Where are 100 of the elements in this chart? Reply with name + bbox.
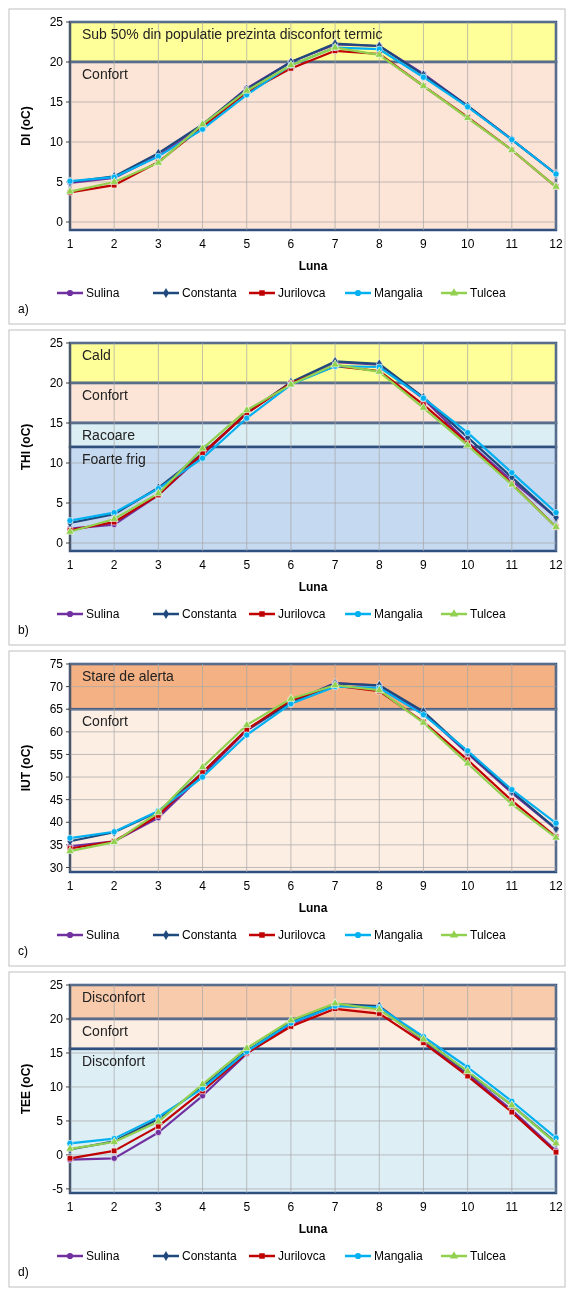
x-tick-label: 8 — [375, 237, 383, 251]
y-tick-label: 10 — [49, 1080, 64, 1095]
x-tick-label: 11 — [505, 879, 519, 893]
y-tick-label: -5 — [52, 1182, 64, 1197]
y-axis-title: IUT (oC) — [19, 744, 33, 792]
y-tick-label: 20 — [49, 376, 64, 391]
band-label: Disconfort — [82, 1052, 146, 1069]
legend-label: Jurilovca — [278, 928, 326, 943]
x-tick-label: 3 — [155, 1200, 163, 1214]
x-tick-label: 7 — [331, 558, 339, 572]
y-tick-label: 50 — [49, 770, 64, 785]
x-tick-label: 1 — [66, 879, 74, 893]
x-tick-label: 2 — [110, 879, 118, 893]
x-tick-label: 4 — [199, 558, 207, 572]
legend-label: Constanta — [182, 928, 238, 943]
x-tick-label: 2 — [110, 1200, 118, 1214]
x-tick-label: 6 — [287, 1200, 295, 1214]
legend-label: Sulina — [86, 607, 120, 622]
y-tick-label: 10 — [49, 456, 64, 471]
x-tick-label: 10 — [460, 1200, 475, 1214]
text: b) — [18, 623, 29, 637]
x-tick-label: 8 — [375, 558, 383, 572]
y-tick-label: 35 — [49, 838, 64, 853]
y-tick-label: 5 — [56, 1114, 64, 1129]
y-tick-label: 60 — [49, 725, 64, 740]
x-tick-label: 1 — [66, 558, 74, 572]
y-tick-label: 25 — [49, 978, 64, 993]
x-tick-label: 4 — [199, 879, 207, 893]
text: a) — [18, 302, 29, 316]
legend-label: Sulina — [86, 1249, 120, 1264]
x-tick-label: 6 — [287, 879, 295, 893]
y-tick-label: 10 — [49, 135, 64, 150]
band-label: Confort — [82, 387, 129, 403]
y-tick-label: 20 — [49, 55, 64, 70]
y-tick-label: 0 — [56, 215, 64, 230]
y-axis-title: THI (oC) — [19, 423, 33, 471]
legend-label: Mangalia — [374, 1249, 424, 1264]
y-tick-label: 15 — [49, 416, 64, 431]
y-tick-label: 15 — [49, 1046, 64, 1061]
legend-label: Jurilovca — [278, 607, 326, 622]
x-tick-label: 12 — [549, 237, 563, 251]
legend-label: Jurilovca — [278, 286, 326, 301]
x-tick-label: 4 — [199, 1200, 207, 1214]
x-tick-label: 5 — [243, 558, 251, 572]
y-tick-label: 65 — [49, 702, 64, 717]
y-tick-label: 45 — [49, 792, 64, 807]
y-tick-label: 15 — [49, 95, 64, 110]
legend-label: Sulina — [86, 286, 120, 301]
x-tick-label: 2 — [110, 237, 118, 251]
x-tick-label: 11 — [505, 1200, 519, 1214]
y-tick-label: 0 — [56, 536, 64, 551]
band-label: Sub 50% din populatie prezinta disconfort termic — [82, 26, 383, 42]
x-tick-label: 9 — [420, 879, 428, 893]
legend-label: Tulcea — [470, 286, 506, 301]
band-label: Racoare — [82, 427, 136, 443]
x-tick-label: 7 — [331, 1200, 339, 1214]
y-tick-label: 0 — [56, 1148, 64, 1163]
x-tick-label: 9 — [420, 237, 428, 251]
legend-label: Tulcea — [470, 607, 506, 622]
band-label: Cald — [82, 347, 111, 363]
x-tick-label: 4 — [199, 237, 207, 251]
legend-label: Sulina — [86, 928, 120, 943]
x-tick-label: 9 — [420, 1200, 428, 1214]
x-tick-label: 5 — [243, 879, 251, 893]
x-tick-label: 5 — [243, 1200, 251, 1214]
x-tick-label: 6 — [287, 558, 295, 572]
x-tick-label: 11 — [505, 237, 519, 251]
y-tick-label: 5 — [56, 175, 64, 190]
legend-label: Constanta — [182, 286, 238, 301]
x-tick-label: 7 — [331, 237, 339, 251]
x-tick-label: 8 — [375, 879, 383, 893]
x-tick-label: 12 — [549, 1200, 563, 1214]
band-label: Confort — [82, 1022, 129, 1039]
legend-label: Mangalia — [374, 286, 424, 301]
x-tick-label: 3 — [155, 558, 163, 572]
y-tick-label: 25 — [49, 336, 64, 351]
legend-label: Tulcea — [470, 1249, 506, 1264]
x-axis-title: Luna — [298, 901, 328, 915]
y-tick-label: 55 — [49, 747, 64, 762]
text: d) — [18, 1265, 29, 1279]
legend-label: Mangalia — [374, 607, 424, 622]
y-axis-title: TEE (oC) — [19, 1063, 33, 1115]
band-label: Disconfort — [82, 989, 146, 1005]
x-tick-label: 2 — [110, 558, 118, 572]
x-tick-label: 7 — [331, 879, 339, 893]
x-axis-title: Luna — [298, 259, 328, 273]
x-tick-label: 6 — [287, 237, 295, 251]
x-tick-label: 5 — [243, 237, 251, 251]
x-tick-label: 3 — [155, 237, 163, 251]
x-tick-label: 10 — [460, 237, 475, 251]
band-label: Confort — [82, 713, 129, 730]
y-axis-title: DI (oC) — [19, 106, 33, 146]
x-tick-label: 12 — [549, 879, 563, 893]
text: c) — [18, 944, 28, 958]
x-tick-label: 8 — [375, 1200, 383, 1214]
band-label: Stare de alerta — [82, 668, 175, 684]
x-tick-label: 1 — [66, 1200, 74, 1214]
legend-label: Constanta — [182, 607, 238, 622]
x-tick-label: 9 — [420, 558, 428, 572]
y-tick-label: 20 — [49, 1012, 64, 1027]
